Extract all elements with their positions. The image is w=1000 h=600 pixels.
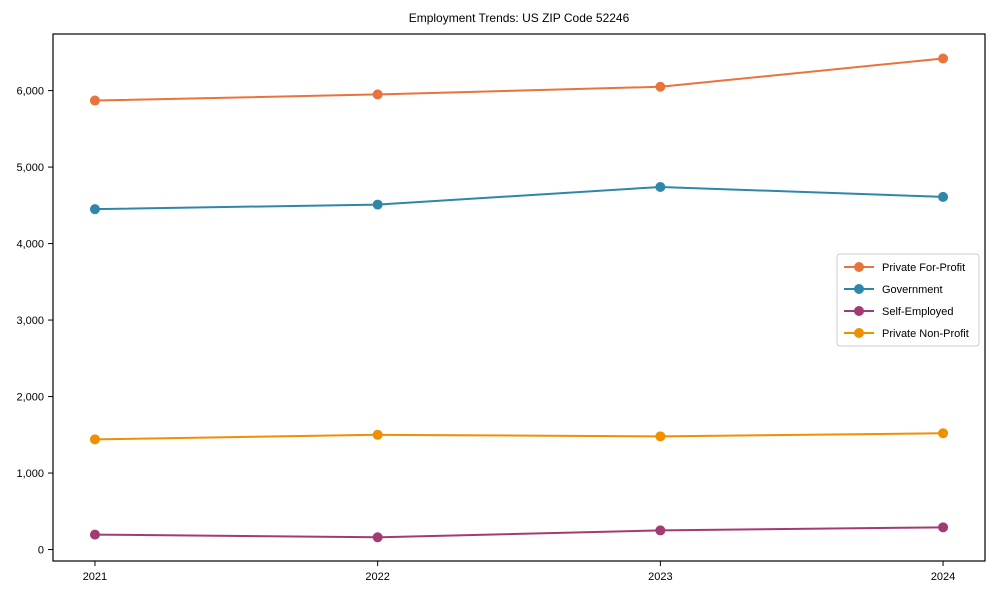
x-tick-label: 2024	[931, 571, 955, 583]
data-point-marker	[655, 181, 666, 192]
data-point-marker	[655, 525, 666, 536]
plot-box	[52, 33, 986, 562]
legend-marker-swatch	[854, 306, 864, 316]
data-point-marker	[89, 529, 100, 540]
y-tick-label: 5,000	[16, 162, 44, 174]
data-point-marker	[938, 522, 949, 533]
legend-marker-swatch	[854, 284, 864, 294]
data-point-marker	[372, 199, 383, 210]
data-point-marker	[938, 191, 949, 202]
data-point-marker	[372, 429, 383, 440]
data-point-marker	[655, 81, 666, 92]
data-point-marker	[938, 53, 949, 64]
series-line	[94, 57, 944, 102]
data-point-marker	[655, 431, 666, 442]
chart-title: Employment Trends: US ZIP Code 52246	[408, 11, 630, 25]
legend-marker-swatch	[854, 262, 864, 272]
y-tick-label: 4,000	[16, 239, 44, 251]
data-point-marker	[372, 89, 383, 100]
y-tick-label: 2,000	[16, 392, 44, 404]
x-tick-label: 2022	[365, 571, 389, 583]
legend-label: Government	[882, 284, 943, 296]
x-tick-label: 2021	[83, 571, 107, 583]
y-tick-label: 3,000	[16, 315, 44, 327]
series-line	[94, 432, 944, 441]
data-point-marker	[372, 532, 383, 543]
data-point-marker	[89, 434, 100, 445]
data-point-marker	[89, 95, 100, 106]
legend-box	[836, 253, 980, 347]
y-tick-label: 1,000	[16, 468, 44, 480]
series-line	[94, 185, 944, 211]
legend-marker-swatch	[854, 328, 864, 338]
y-tick-label: 0	[38, 545, 44, 557]
data-point-marker	[938, 428, 949, 439]
legend-label: Self-Employed	[882, 306, 954, 318]
y-tick-label: 6,000	[16, 86, 44, 98]
series-line	[94, 526, 944, 539]
legend-label: Private Non-Profit	[882, 328, 969, 340]
data-point-marker	[89, 204, 100, 215]
legend-label: Private For-Profit	[882, 262, 965, 274]
x-tick-label: 2023	[648, 571, 672, 583]
